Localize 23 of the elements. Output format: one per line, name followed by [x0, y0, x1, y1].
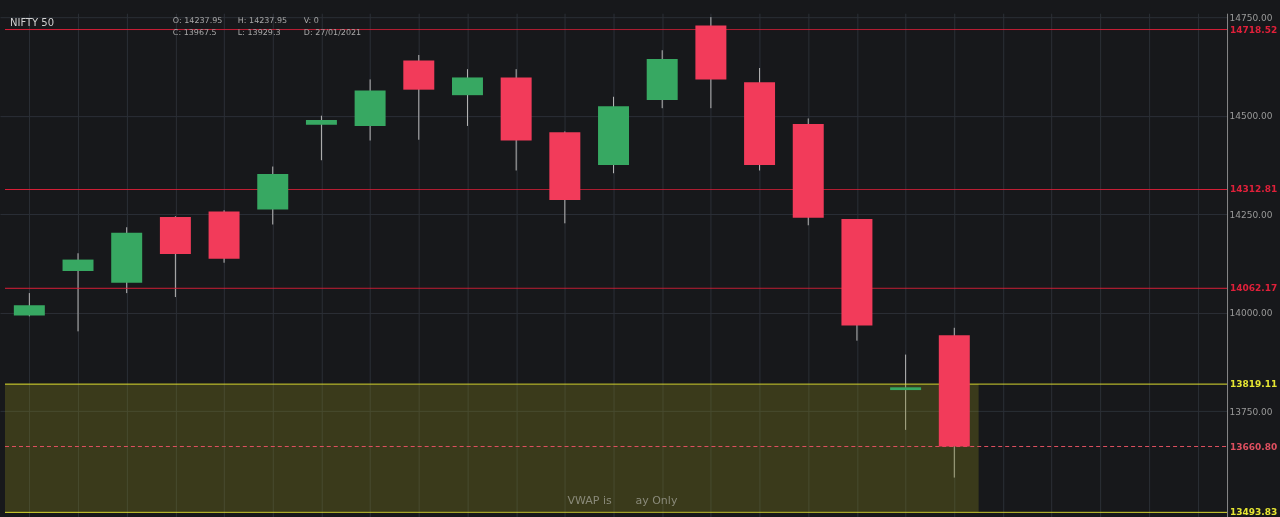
ref-line-label: 13660.80 [1230, 441, 1278, 452]
ref-line-label: 14718.52 [1230, 24, 1278, 35]
y-tick-label: 14500.00 [1229, 111, 1273, 122]
candlestick [890, 354, 922, 431]
y-tick-label: 14250.00 [1229, 209, 1273, 220]
annotation: L: 13929.3 [237, 28, 281, 38]
ref-line-label: 13819.11 [1230, 379, 1278, 390]
annotation: ay Only [635, 493, 678, 507]
candlestick [62, 252, 94, 332]
annotation: H: 14237.95 [237, 16, 288, 26]
ref-line-label: 14312.81 [1230, 184, 1278, 195]
y-tick-label: 14750.00 [1229, 12, 1273, 23]
ref-line-label: 14062.17 [1230, 283, 1278, 294]
annotation: V: 0 [303, 16, 319, 26]
annotation: O: 14237.95 [172, 16, 223, 26]
y-tick-label: 14000.00 [1229, 308, 1273, 319]
y-tick-label: 13750.00 [1229, 406, 1273, 417]
annotation: VWAP is [567, 493, 613, 507]
annotation: D: 27/01/2021 [303, 28, 362, 38]
annotation: C: 13967.5 [172, 28, 217, 38]
candlestick [305, 115, 337, 161]
ref-line-label: 13493.83 [1230, 507, 1278, 517]
chart-title: NIFTY 50 [9, 17, 55, 29]
